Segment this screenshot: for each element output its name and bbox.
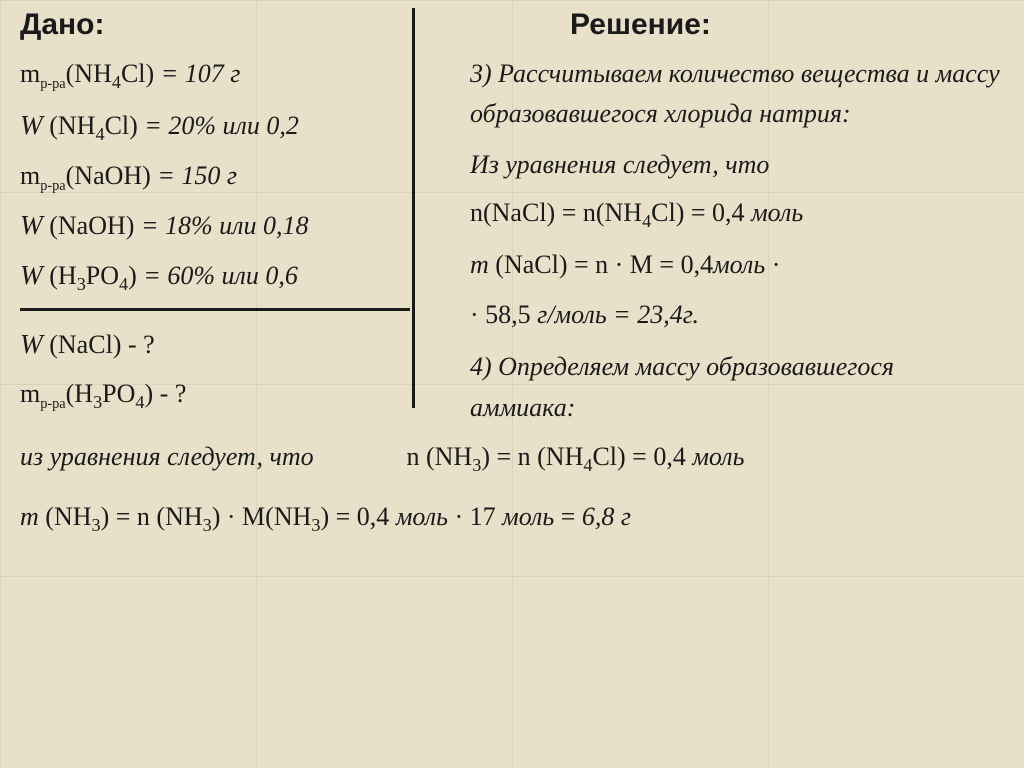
step4-text: 4) Определяем массу образовавшегося амми… [470,347,1004,428]
given-line-1: mр-ра(NH4Cl) = 107 г [20,50,410,100]
nacl-mass-1: m (NaCl) = n · M = 0,4моль · [470,243,1004,287]
find-line-2: mр-ра(H3PO4) - ? [20,370,410,420]
bottom-row-2: m (NH3) = n (NH3) · M(NH3) = 0,4 моль · … [20,494,1004,542]
given-line-5: W (H3PO4) = 60% или 0,6 [20,250,410,302]
nacl-moles: n(NaCl) = n(NH4Cl) = 0,4 моль [470,191,1004,237]
vertical-divider [412,8,415,408]
nacl-mass-2: · 58,5 г/моль = 23,4г. [470,293,1004,337]
given-line-2: W (NH4Cl) = 20% или 0,2 [20,100,410,152]
given-section: Дано: mр-ра(NH4Cl) = 107 г W (NH4Cl) = 2… [20,8,410,428]
bottom-section: из уравнения следует, что n (NH3) = n (N… [20,434,1004,542]
given-line-3: mр-ра(NaOH) = 150 г [20,152,410,200]
step3-text: 3) Рассчитываем количество вещества и ма… [470,54,1004,135]
from-equation-1: Из уравнения следует, что [470,145,1004,185]
given-line-4: W (NaOH) = 18% или 0,18 [20,200,410,250]
bottom-row-1: из уравнения следует, что n (NH3) = n (N… [20,434,1004,482]
find-line-1: W (NaCl) - ? [20,319,410,369]
horizontal-divider [20,308,410,311]
solution-section: Решение: 3) Рассчитываем количество веще… [470,8,1004,428]
solution-header: Решение: [570,8,1004,42]
given-header: Дано: [20,8,410,42]
